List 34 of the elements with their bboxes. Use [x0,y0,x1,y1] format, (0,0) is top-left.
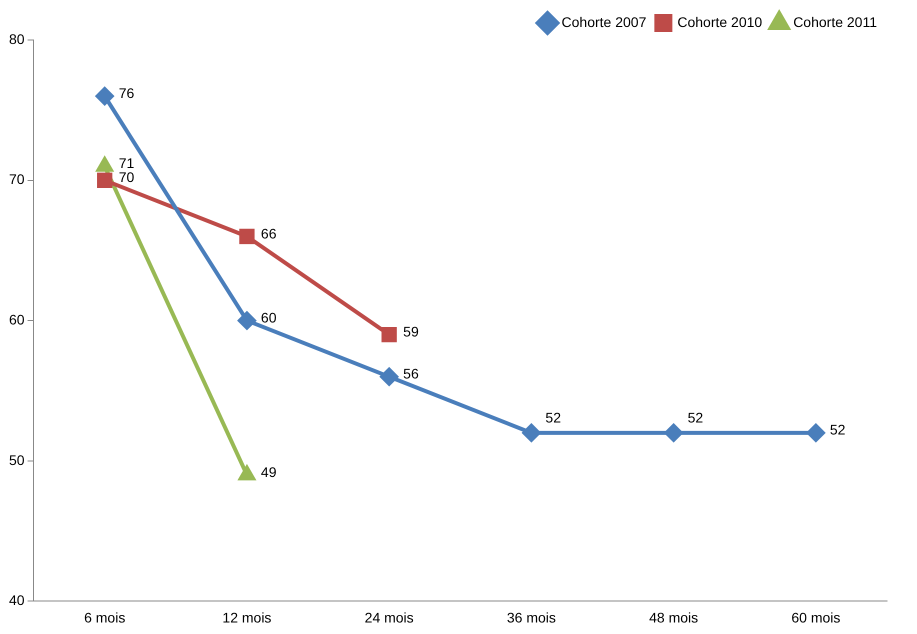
y-tick-label: 50 [8,452,25,468]
point [522,424,540,442]
x-tick-label: 24 mois [364,609,414,626]
legend-label: Cohorte 2007 [562,14,647,30]
point [97,172,112,188]
data-label: 52 [688,410,704,426]
data-label: 52 [545,410,562,426]
y-tick-label: 40 [8,592,25,608]
x-tick-label: 6 mois [84,609,126,626]
data-label: 60 [260,309,277,326]
data-label: 49 [260,464,277,480]
data-label: 56 [403,366,419,382]
x-tick-label: 36 mois [506,609,556,626]
point [238,312,256,330]
x-tick-label: 12 mois [222,609,272,626]
y-tick-label: 60 [8,311,25,328]
data-label: 71 [118,155,134,172]
x-tick-label: 60 mois [791,609,840,626]
legend-label: Cohorte 2011 [793,14,878,30]
data-label: 70 [118,169,134,186]
y-tick-label: 80 [8,30,25,47]
data-label: 52 [830,422,846,438]
y-tick-label: 70 [8,171,25,188]
point [806,424,825,442]
point [382,326,397,342]
point [380,368,398,386]
data-label: 59 [403,323,419,340]
x-tick-label: 48 mois [649,609,698,626]
legend-label: Cohorte 2010 [677,14,762,30]
point [664,424,683,442]
data-label: 76 [118,84,134,101]
data-label: 66 [260,225,277,242]
point [96,87,114,106]
point [239,228,255,244]
